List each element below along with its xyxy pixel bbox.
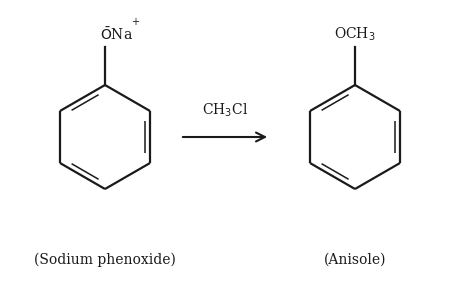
Text: $^+$: $^+$ [129, 17, 140, 31]
Text: (Anisole): (Anisole) [324, 253, 386, 267]
Text: (Sodium phenoxide): (Sodium phenoxide) [34, 253, 176, 267]
Text: OCH$_3$: OCH$_3$ [334, 26, 376, 43]
Text: $\bar{\mathrm{O}}$Na: $\bar{\mathrm{O}}$Na [100, 26, 133, 43]
Text: CH$_3$Cl: CH$_3$Cl [202, 102, 248, 119]
